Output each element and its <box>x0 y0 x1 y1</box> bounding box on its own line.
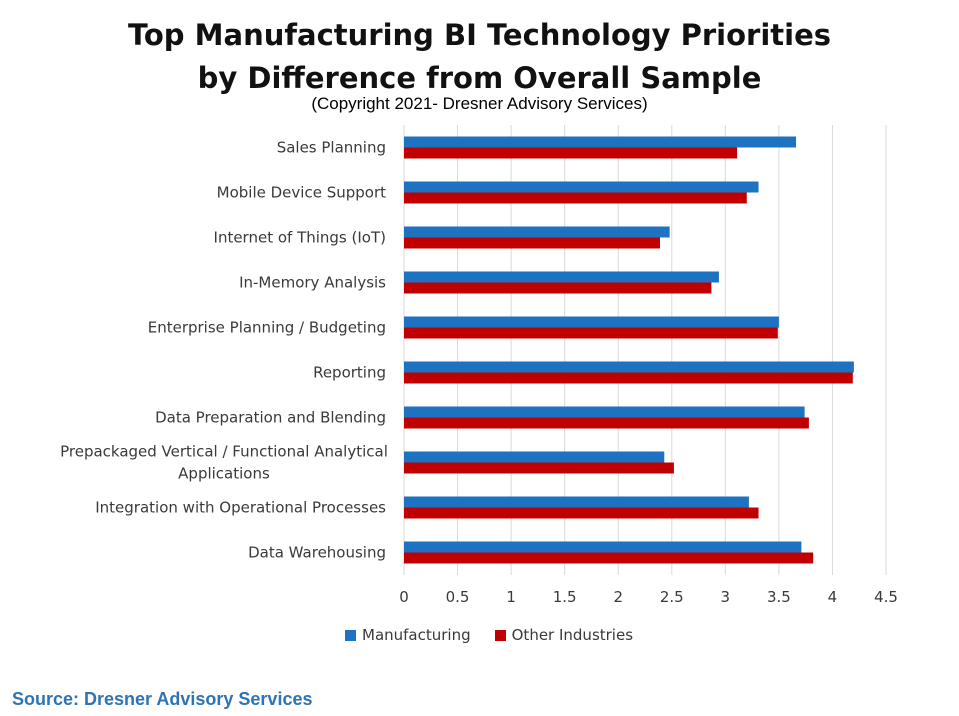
bar-other-industries <box>404 507 759 519</box>
chart-title-line-2: by Difference from Overall Sample <box>197 61 762 95</box>
category-label: Reporting <box>313 364 386 382</box>
chart-title: Top Manufacturing BI Technology Prioriti… <box>0 14 959 100</box>
category-label: Data Preparation and Blending <box>155 409 386 427</box>
bar-other-industries <box>404 282 712 294</box>
category-label: Prepackaged Vertical / Functional Analyt… <box>60 443 388 483</box>
bar-manufacturing <box>404 451 665 463</box>
bar-other-industries <box>404 372 853 384</box>
x-tick-label: 1 <box>506 588 516 606</box>
bar-manufacturing <box>404 226 670 238</box>
x-tick-labels: 0 0.5 1 1.5 2 2.5 3 3.5 4 4.5 <box>399 588 898 606</box>
x-tick-label: 0 <box>399 588 409 606</box>
bar-other-industries <box>404 552 814 564</box>
x-tick-label: 2.5 <box>660 588 684 606</box>
legend-swatch-other-industries <box>494 629 506 641</box>
category-label: Enterprise Planning / Budgeting <box>148 319 386 337</box>
bar-other-industries <box>404 462 674 474</box>
bar-other-industries <box>404 327 778 339</box>
category-label: Data Warehousing <box>248 544 386 562</box>
category-label-line: Prepackaged Vertical / Functional Analyt… <box>60 443 388 461</box>
bar-other-industries <box>404 192 747 204</box>
category-label: In-Memory Analysis <box>239 274 386 292</box>
legend-swatch-manufacturing <box>345 629 356 641</box>
category-label: Integration with Operational Processes <box>95 499 386 517</box>
legend-label-other-industries: Other Industries <box>511 626 634 644</box>
copyright-notice: (Copyright 2021- Dresner Advisory Servic… <box>311 94 648 113</box>
bar-manufacturing <box>404 406 805 418</box>
bar-manufacturing <box>404 181 759 193</box>
bar-other-industries <box>404 147 738 159</box>
chart-title-line-1: Top Manufacturing BI Technology Prioriti… <box>127 18 832 52</box>
x-tick-label: 0.5 <box>446 588 470 606</box>
x-tick-label: 1.5 <box>553 588 577 606</box>
category-label: Mobile Device Support <box>217 184 386 202</box>
x-tick-label: 4 <box>828 588 838 606</box>
legend: Manufacturing Other Industries <box>345 626 633 644</box>
bar-manufacturing <box>404 271 719 283</box>
bar-other-industries <box>404 237 660 249</box>
category-label: Sales Planning <box>277 139 386 157</box>
x-tick-label: 2 <box>613 588 623 606</box>
bar-manufacturing <box>404 136 797 148</box>
x-tick-label: 3 <box>721 588 731 606</box>
x-tick-label: 3.5 <box>767 588 791 606</box>
bar-manufacturing <box>404 361 854 373</box>
bar-manufacturing <box>404 496 749 508</box>
category-label: Internet of Things (IoT) <box>214 229 386 247</box>
source-note: Source: Dresner Advisory Services <box>12 689 313 709</box>
category-label-line: Applications <box>178 465 270 483</box>
category-labels: Sales Planning Mobile Device Support Inter… <box>60 139 388 562</box>
bar-other-industries <box>404 417 809 429</box>
legend-item-manufacturing: Manufacturing <box>345 626 471 644</box>
legend-label-manufacturing: Manufacturing <box>362 626 471 644</box>
legend-item-other-industries: Other Industries <box>494 626 634 644</box>
x-tick-label: 4.5 <box>874 588 898 606</box>
bar-manufacturing <box>404 316 779 328</box>
bar-manufacturing <box>404 541 802 553</box>
bars <box>404 136 854 564</box>
